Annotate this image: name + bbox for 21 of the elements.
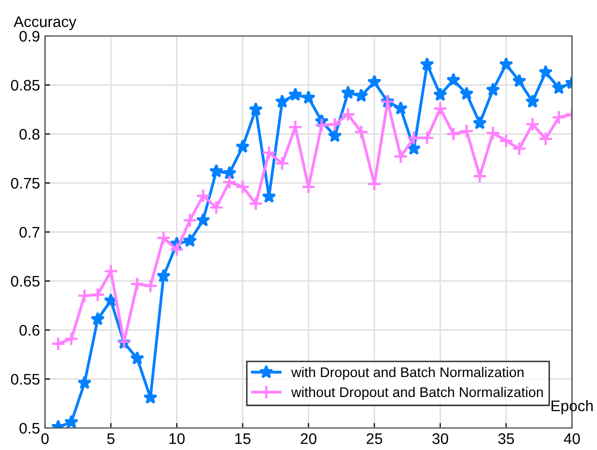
x-tick-label: 25 [366,433,382,444]
y-tick-label: 0.55 [11,374,40,385]
legend-label: without Dropout and Batch Normalization [291,386,543,400]
y-tick-label: 0.7 [20,226,40,238]
x-tick-label: 30 [432,433,448,444]
y-tick-label: 0.85 [11,80,40,91]
y-tick-label: 0.9 [20,30,40,42]
x-tick-label: 20 [300,433,316,444]
legend-label: with Dropout and Batch Normalization [291,366,524,380]
y-axis-title: Accuracy [14,16,76,30]
x-tick-label: 15 [235,433,250,444]
y-tick-label: 0.6 [20,324,40,336]
x-tick-label: 5 [107,433,114,444]
x-tick-label: 0 [41,433,49,444]
x-tick-label: 35 [498,433,514,444]
y-tick-label: 0.5 [20,422,40,434]
y-tick-label: 0.75 [11,178,40,189]
x-tick-label: 10 [169,433,185,444]
y-tick-label: 0.65 [11,276,40,287]
y-tick-label: 0.8 [20,128,40,140]
x-tick-label: 40 [564,433,580,444]
